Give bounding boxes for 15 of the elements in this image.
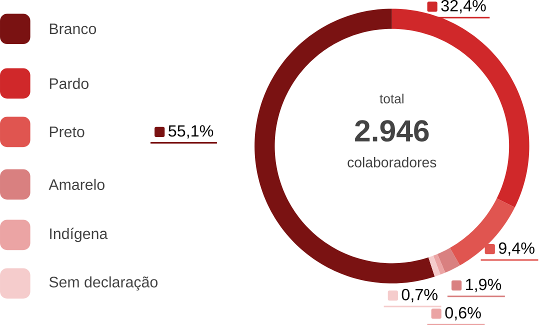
- legend-label: Branco: [50, 23, 96, 34]
- data-label: 9,4%: [498, 242, 534, 256]
- text: total: [380, 94, 404, 104]
- data-label: 0,7%: [402, 288, 438, 302]
- legend-label: Amarelo: [48, 178, 104, 190]
- text: 2.946: [355, 120, 429, 142]
- data-label: 32,4%: [441, 0, 486, 14]
- data-label: 0,6%: [445, 306, 481, 320]
- text: colaboradores: [348, 156, 436, 168]
- legend-label: Indígena: [50, 228, 108, 242]
- legend-label: Sem declaração: [49, 276, 158, 290]
- legend-label: Preto: [50, 126, 84, 137]
- legend-label: Pardo: [50, 78, 88, 89]
- data-label: 55,1%: [168, 125, 214, 138]
- data-label: 1,9%: [466, 278, 502, 292]
